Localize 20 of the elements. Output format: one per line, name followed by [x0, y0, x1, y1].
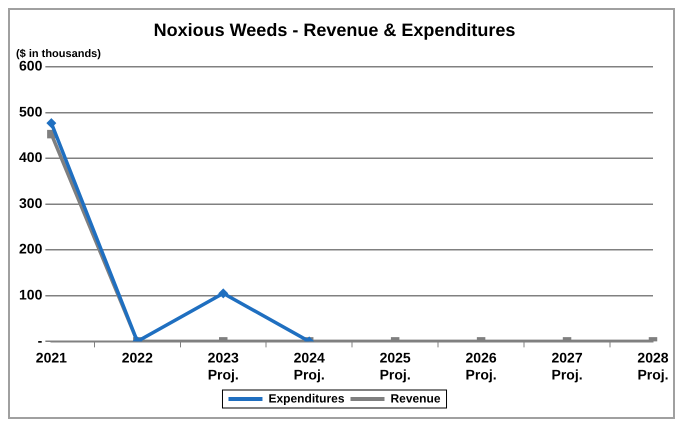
x-tick-label: 2028 Proj.	[637, 350, 669, 382]
x-tick-label: 2025 Proj.	[380, 350, 411, 382]
x-tick-label: 2026 Proj.	[466, 350, 497, 382]
x-tick-label: 2024 Proj.	[294, 350, 325, 382]
y-tick-label: 500	[19, 103, 43, 120]
y-tick-label: -	[38, 332, 43, 348]
chart-subtitle: ($ in thousands)	[16, 48, 102, 60]
chart-title: Noxious Weeds - Revenue & Expenditures	[154, 20, 516, 40]
x-tick-label: 2023 Proj.	[208, 350, 240, 382]
x-tick-label: 2027 Proj.	[551, 350, 583, 382]
legend-label: Expenditures	[268, 391, 345, 406]
point	[46, 118, 56, 128]
y-tick-label: 300	[19, 194, 43, 211]
x-tick-label: 2022	[122, 350, 154, 366]
y-tick-label: 100	[19, 286, 43, 302]
y-tick-label: 400	[19, 149, 43, 166]
x-tick-label: 2021	[36, 350, 68, 366]
legend-label: Revenue	[390, 391, 441, 406]
y-tick-label: 600	[19, 58, 43, 74]
y-tick-label: 200	[19, 240, 43, 257]
